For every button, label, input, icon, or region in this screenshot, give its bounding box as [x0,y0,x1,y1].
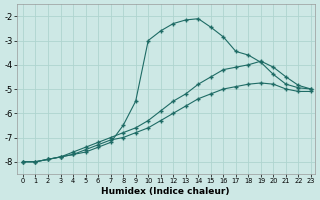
X-axis label: Humidex (Indice chaleur): Humidex (Indice chaleur) [101,187,230,196]
